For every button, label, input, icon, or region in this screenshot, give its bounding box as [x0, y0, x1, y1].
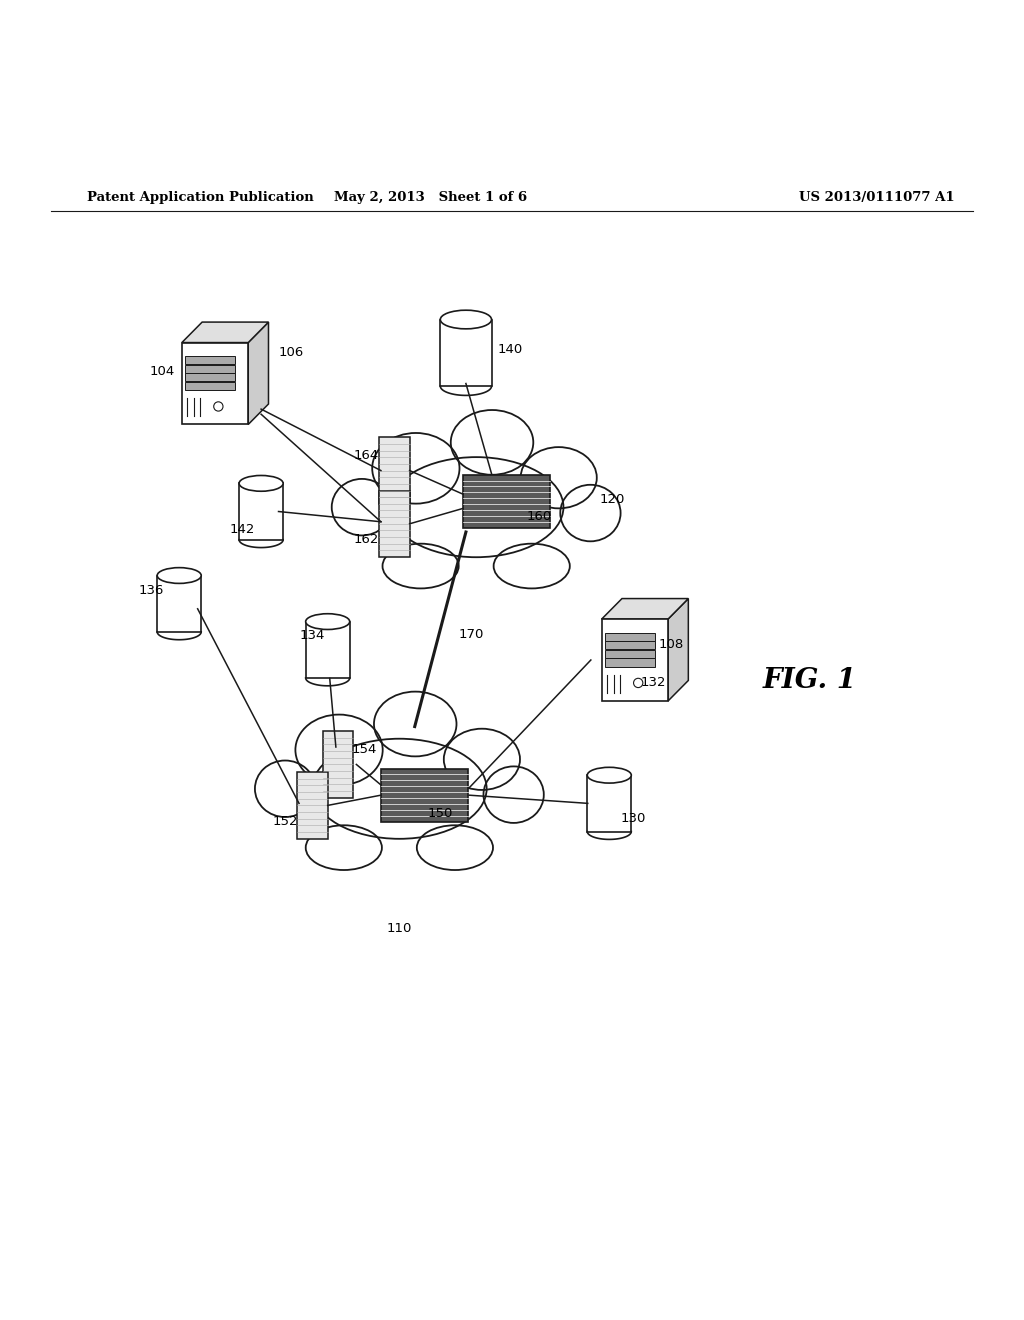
Ellipse shape — [312, 739, 486, 838]
Bar — [605, 632, 654, 640]
Bar — [463, 475, 551, 528]
Bar — [605, 659, 654, 667]
Ellipse shape — [443, 729, 520, 789]
Ellipse shape — [522, 449, 595, 507]
Text: 162: 162 — [354, 533, 379, 545]
Ellipse shape — [376, 693, 455, 755]
Ellipse shape — [315, 741, 483, 837]
Text: 160: 160 — [527, 510, 552, 523]
Text: 140: 140 — [498, 343, 522, 356]
Text: 132: 132 — [641, 676, 666, 689]
Ellipse shape — [440, 310, 492, 329]
Bar — [605, 649, 654, 657]
Ellipse shape — [560, 484, 621, 541]
Ellipse shape — [588, 767, 631, 783]
Ellipse shape — [384, 545, 457, 587]
Polygon shape — [248, 322, 268, 425]
Bar — [185, 381, 234, 391]
Text: 120: 120 — [600, 492, 625, 506]
Bar — [381, 768, 469, 822]
Bar — [379, 491, 410, 557]
Ellipse shape — [306, 825, 382, 870]
Text: May 2, 2013   Sheet 1 of 6: May 2, 2013 Sheet 1 of 6 — [334, 190, 526, 203]
Ellipse shape — [158, 568, 201, 583]
Bar — [305, 622, 349, 678]
Ellipse shape — [297, 715, 381, 784]
Ellipse shape — [453, 412, 531, 474]
Bar — [588, 775, 631, 832]
Bar — [440, 319, 492, 385]
Polygon shape — [182, 322, 268, 343]
Ellipse shape — [392, 459, 560, 556]
Ellipse shape — [332, 479, 392, 536]
Ellipse shape — [374, 692, 457, 756]
Ellipse shape — [307, 826, 380, 869]
Text: 154: 154 — [352, 743, 377, 755]
Text: 136: 136 — [139, 583, 164, 597]
Ellipse shape — [483, 767, 544, 822]
Ellipse shape — [484, 767, 543, 822]
Bar — [182, 343, 248, 425]
Text: Patent Application Publication: Patent Application Publication — [87, 190, 313, 203]
Ellipse shape — [305, 614, 350, 630]
Bar — [158, 576, 201, 632]
Text: US 2013/0111077 A1: US 2013/0111077 A1 — [799, 190, 954, 203]
Bar — [323, 731, 353, 797]
Text: 110: 110 — [387, 921, 412, 935]
Text: 164: 164 — [354, 449, 379, 462]
Ellipse shape — [496, 545, 568, 587]
Bar — [605, 642, 654, 649]
Text: 104: 104 — [150, 364, 174, 378]
Ellipse shape — [383, 544, 459, 589]
Polygon shape — [602, 598, 688, 619]
Ellipse shape — [295, 714, 383, 785]
Bar — [185, 364, 234, 372]
Bar — [185, 374, 234, 381]
Text: 150: 150 — [428, 807, 453, 820]
Bar — [379, 437, 410, 504]
Ellipse shape — [494, 544, 569, 589]
Ellipse shape — [417, 825, 493, 870]
Circle shape — [214, 401, 223, 411]
Ellipse shape — [389, 457, 563, 557]
Text: 108: 108 — [658, 638, 683, 651]
Ellipse shape — [240, 475, 283, 491]
Text: 152: 152 — [273, 816, 298, 828]
Ellipse shape — [256, 762, 314, 816]
Bar — [602, 619, 668, 701]
Text: 142: 142 — [230, 524, 255, 536]
Ellipse shape — [419, 826, 492, 869]
Bar — [185, 356, 234, 364]
Text: 170: 170 — [459, 628, 483, 642]
Polygon shape — [668, 598, 688, 701]
Ellipse shape — [374, 434, 458, 502]
Text: 134: 134 — [300, 628, 325, 642]
Text: 130: 130 — [621, 812, 645, 825]
Ellipse shape — [445, 730, 518, 789]
Ellipse shape — [520, 447, 597, 508]
Ellipse shape — [333, 480, 391, 535]
Circle shape — [634, 678, 643, 688]
Bar — [297, 772, 328, 838]
Ellipse shape — [372, 433, 460, 504]
Ellipse shape — [451, 411, 534, 475]
Text: 106: 106 — [279, 346, 303, 359]
Ellipse shape — [255, 760, 315, 817]
Ellipse shape — [561, 486, 620, 540]
Text: FIG. 1: FIG. 1 — [763, 667, 857, 694]
Bar — [240, 483, 283, 540]
